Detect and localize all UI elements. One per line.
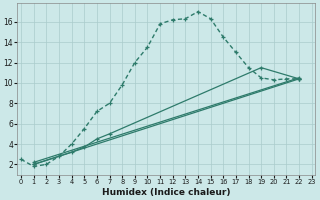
- X-axis label: Humidex (Indice chaleur): Humidex (Indice chaleur): [102, 188, 231, 197]
